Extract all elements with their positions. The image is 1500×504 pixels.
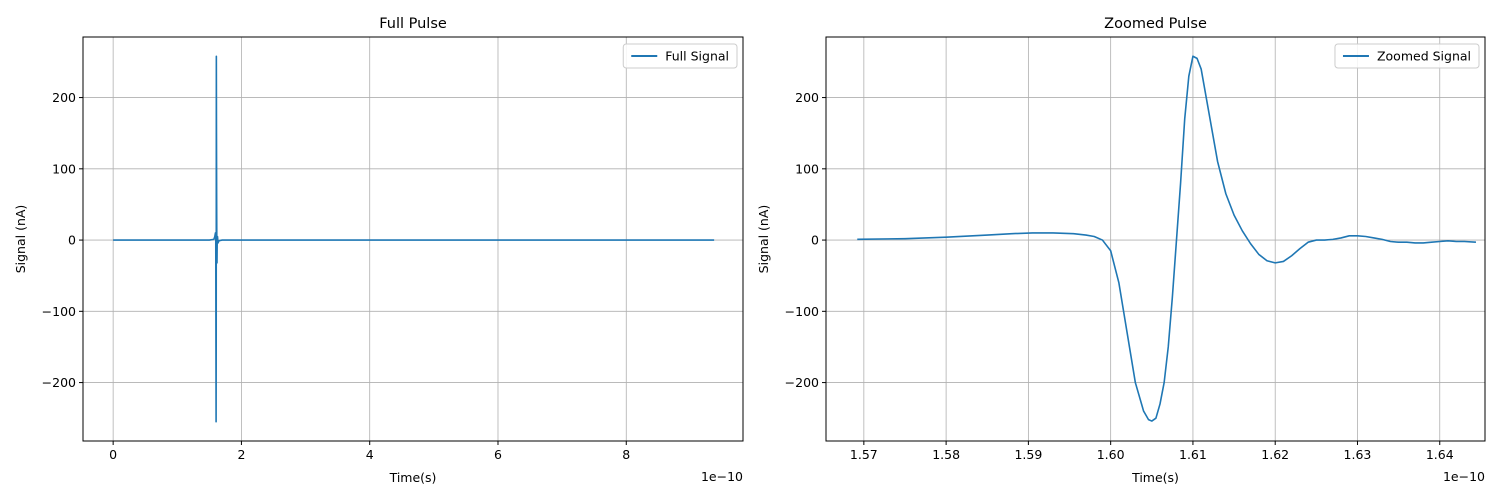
- y-tick-label: 0: [68, 233, 76, 248]
- legend: Full Signal: [622, 43, 738, 69]
- y-tick-label: 100: [795, 161, 819, 176]
- axes-frame: [825, 36, 1486, 442]
- y-tick-label: 200: [795, 90, 819, 105]
- x-tick-label: 1.57: [850, 447, 878, 462]
- y-axis-label: Signal (nA): [756, 205, 771, 274]
- x-tick-label: 2: [237, 447, 245, 462]
- y-tick-label: −200: [785, 375, 819, 390]
- plot-area: [857, 55, 1476, 422]
- series-line: [113, 55, 715, 423]
- zoomed-pulse-panel: 1.57 1.58 1.59 1.60 1.61 1.62 1.63 1.64 −200 −10…: [756, 16, 1486, 485]
- y-tick-label: 100: [52, 161, 76, 176]
- x-tick-label: 1.58: [932, 447, 960, 462]
- x-tick-label: 4: [366, 447, 374, 462]
- y-tick-label: 200: [52, 90, 76, 105]
- axes-frame: [82, 36, 744, 442]
- x-tick-label: 8: [622, 447, 630, 462]
- x-axis-scale-label: 1e−10: [1443, 469, 1485, 484]
- x-tick-label: 1.59: [1014, 447, 1042, 462]
- y-axis-label: Signal (nA): [13, 205, 28, 274]
- x-tick-label: 1.60: [1097, 447, 1125, 462]
- x-axis-ticks: 1.57 1.58 1.59 1.60 1.61 1.62 1.63 1.64: [850, 441, 1454, 462]
- grid-lines: [826, 37, 1485, 441]
- y-tick-label: −100: [42, 304, 76, 319]
- legend-label: Zoomed Signal: [1377, 49, 1471, 64]
- x-tick-label: 1.61: [1179, 447, 1207, 462]
- full-pulse-panel: 0 2 4 6 8 −200 −100 0 100 200 Full Pulse Time(s)…: [13, 16, 744, 485]
- x-tick-label: 6: [494, 447, 502, 462]
- x-tick-label: 0: [109, 447, 117, 462]
- y-tick-label: 0: [811, 233, 819, 248]
- y-axis-ticks: −200 −100 0 100 200: [42, 90, 83, 390]
- legend: Zoomed Signal: [1334, 43, 1480, 69]
- legend-label: Full Signal: [665, 49, 729, 64]
- y-tick-label: −200: [42, 375, 76, 390]
- x-axis-scale-label: 1e−10: [701, 469, 743, 484]
- series-line: [857, 55, 1476, 422]
- x-tick-label: 1.63: [1344, 447, 1372, 462]
- legend-box: [1334, 43, 1480, 69]
- chart-title: Full Pulse: [379, 16, 447, 32]
- x-axis-label: Time(s): [1131, 470, 1179, 485]
- plot-area: [113, 55, 715, 423]
- x-axis-label: Time(s): [389, 470, 437, 485]
- chart-title: Zoomed Pulse: [1104, 16, 1207, 32]
- y-tick-label: −100: [785, 304, 819, 319]
- grid-lines: [83, 37, 743, 441]
- x-axis-ticks: 0 2 4 6 8: [109, 441, 630, 462]
- y-axis-ticks: −200 −100 0 100 200: [785, 90, 826, 390]
- x-tick-label: 1.62: [1261, 447, 1289, 462]
- x-tick-label: 1.64: [1426, 447, 1454, 462]
- legend-box: [622, 43, 738, 69]
